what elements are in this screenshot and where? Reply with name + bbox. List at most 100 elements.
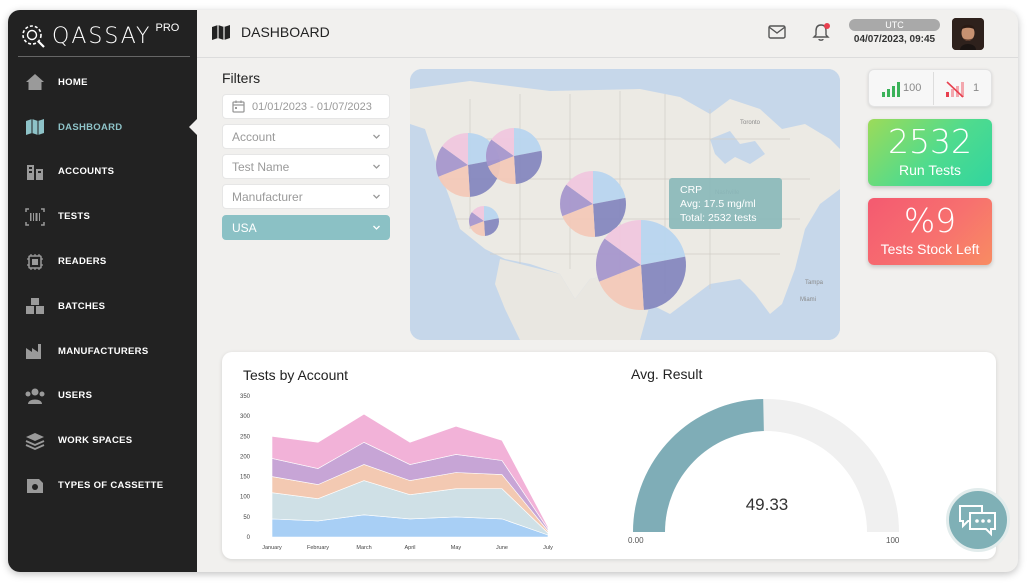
page-title-text: DASHBOARD: [241, 24, 330, 40]
country-select[interactable]: USA: [222, 215, 390, 240]
x-tick-label: February: [307, 545, 329, 551]
sidebar-item-label: BATCHES: [58, 300, 106, 312]
factory-icon: [24, 340, 46, 362]
map-tooltip: CRP Avg: 17.5 mg/ml Total: 2532 tests: [669, 178, 782, 229]
manufacturer-select[interactable]: Manufacturer: [222, 184, 390, 209]
map-pie-slice[interactable]: [484, 218, 499, 236]
map-pie-slice[interactable]: [436, 146, 468, 177]
test-name-select[interactable]: Test Name: [222, 154, 390, 179]
mail-icon[interactable]: [768, 25, 786, 44]
sidebar-item-types-of-cassette[interactable]: TYPES OF CASSETTE: [8, 463, 197, 508]
x-tick-label: June: [496, 545, 508, 551]
notification-dot: [824, 23, 830, 29]
map-pie-slice[interactable]: [469, 212, 484, 227]
barcode-icon: [24, 206, 46, 228]
account-select[interactable]: Account: [222, 124, 390, 149]
sidebar-item-label: MANUFACTURERS: [58, 345, 149, 357]
logo[interactable]: QASSAY PRO: [20, 18, 179, 54]
map-pie-slice[interactable]: [641, 220, 686, 265]
y-tick-label: 100: [240, 495, 251, 501]
chevron-down-icon: [373, 134, 380, 139]
map-pie-slice[interactable]: [593, 171, 626, 204]
tests-stock-value: %9: [903, 201, 957, 240]
map-pie-slice[interactable]: [560, 184, 593, 217]
map-pie-slice[interactable]: [484, 206, 499, 221]
sidebar-item-label: TYPES OF CASSETTE: [58, 480, 164, 492]
map-pie-markers: [436, 128, 686, 310]
x-tick-label: January: [262, 545, 282, 551]
run-tests-card[interactable]: 2532 Run Tests: [868, 119, 992, 186]
sidebar-item-label: HOME: [58, 76, 88, 88]
gauge-min-label: 0.00: [628, 536, 644, 545]
sidebar-item-work-spaces[interactable]: WORK SPACES: [8, 418, 197, 463]
chat-button[interactable]: [946, 488, 1010, 552]
y-tick-label: 200: [240, 454, 251, 460]
logo-icon: [22, 25, 45, 48]
y-tick-label: 350: [240, 394, 251, 400]
tooltip-avg: Avg: 17.5 mg/ml: [680, 198, 756, 210]
sidebar-item-label: DASHBOARD: [58, 121, 123, 133]
cassette-icon: [24, 475, 46, 497]
y-tick-label: 150: [240, 475, 251, 481]
map-pie-slice[interactable]: [442, 133, 468, 165]
chevron-down-icon: [373, 225, 380, 230]
sidebar-item-dashboard[interactable]: DASHBOARD: [8, 105, 197, 150]
map-pie-slice[interactable]: [593, 197, 626, 237]
logo-edition: PRO: [155, 22, 180, 34]
x-tick-label: April: [404, 545, 415, 551]
chip-icon: [24, 251, 46, 273]
map-pie-slice[interactable]: [562, 204, 596, 237]
y-tick-label: 50: [243, 515, 250, 521]
map-icon: [24, 116, 46, 138]
charts-card: Tests by Account 0 50 100 150 200 250 300 350 Ja…: [222, 352, 996, 559]
sidebar-item-label: TESTS: [58, 211, 91, 223]
notification-bell-icon[interactable]: [812, 22, 832, 47]
sidebar-item-manufacturers[interactable]: MANUFACTURERS: [8, 329, 197, 374]
map-pie-slice[interactable]: [470, 221, 485, 236]
home-icon: [24, 71, 46, 93]
svg-text:Toronto: Toronto: [740, 120, 761, 126]
sidebar-item-accounts[interactable]: ACCOUNTS: [8, 150, 197, 195]
sidebar-item-tests[interactable]: TESTS: [8, 194, 197, 239]
y-tick-label: 250: [240, 434, 251, 440]
map-pie-slice[interactable]: [491, 128, 514, 156]
map-pie-slice[interactable]: [514, 150, 542, 184]
sidebar-item-label: READERS: [58, 256, 107, 268]
map-pie-slice[interactable]: [486, 139, 514, 167]
sidebar-item-batches[interactable]: BATCHES: [8, 284, 197, 329]
svg-text:Tampa: Tampa: [805, 280, 824, 286]
date-range-value: 01/01/2023 - 01/07/2023: [252, 100, 372, 113]
map-pie-slice[interactable]: [471, 206, 484, 221]
layers-icon: [24, 430, 46, 452]
usa-map[interactable]: TampaMiamiTorontoNashville CRP Avg: 17.5…: [410, 69, 840, 340]
map-pie-slice[interactable]: [596, 238, 641, 282]
tests-stock-card[interactable]: %9 Tests Stock Left: [868, 198, 992, 265]
sidebar-nav: HOME DASHBOARD ACCOUNTS TESTS: [8, 60, 197, 508]
logo-text: QASSAY: [52, 23, 152, 49]
signal-stats: 100 1: [868, 69, 992, 107]
top-bar: DASHBOARD UTC 04/07/2023, 09:45: [197, 10, 1018, 58]
map-pie-slice[interactable]: [641, 256, 686, 310]
signal-bad-icon: [946, 81, 964, 98]
signal-good-icon: [882, 82, 900, 97]
map-icon: [212, 25, 230, 40]
x-tick-label: May: [451, 545, 462, 551]
date-range-filter[interactable]: 01/01/2023 - 01/07/2023: [222, 94, 390, 119]
map-pie-slice[interactable]: [599, 265, 644, 310]
map-pie-slice[interactable]: [514, 128, 542, 156]
gauge-value: 49.33: [745, 495, 789, 514]
map-pie-slice[interactable]: [487, 156, 516, 184]
avatar[interactable]: [952, 18, 984, 50]
users-icon: [24, 385, 46, 407]
map-pie-slice[interactable]: [566, 171, 593, 204]
x-tick-label: March: [356, 545, 371, 551]
sidebar-item-home[interactable]: HOME: [8, 60, 197, 105]
sidebar-item-users[interactable]: USERS: [8, 374, 197, 419]
current-datetime: 04/07/2023, 09:45: [853, 34, 936, 45]
map-pie-slice[interactable]: [438, 165, 471, 197]
area-series[interactable]: [271, 413, 549, 530]
boxes-icon: [24, 295, 46, 317]
map-pie-slice[interactable]: [604, 220, 641, 265]
sidebar-item-readers[interactable]: READERS: [8, 239, 197, 284]
gauge-fill[interactable]: [633, 399, 764, 532]
